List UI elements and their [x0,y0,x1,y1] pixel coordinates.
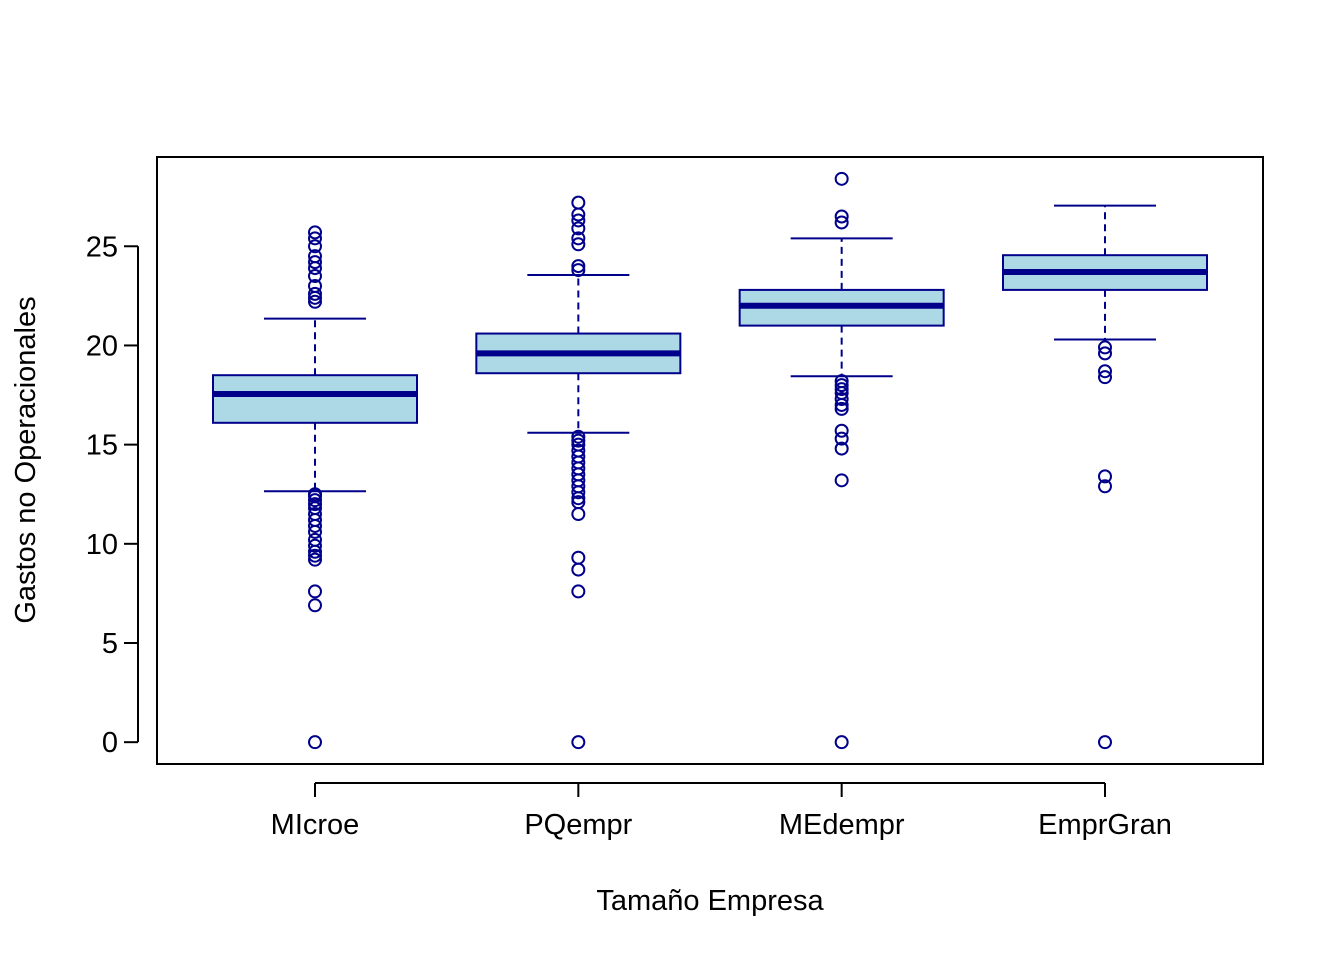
outlier-point [834,382,849,397]
outlier-point [834,473,849,488]
outlier-point [571,259,586,274]
outlier-point [571,221,586,236]
outlier-point [834,441,849,456]
outlier-point [308,507,322,522]
outlier-point [571,507,586,522]
x-axis-title: Tamaño Empresa [596,885,824,917]
y-axis-title: Gastos no Operacionales [10,296,42,623]
x-tick-label: MIcroe [271,809,360,841]
outlier-point [308,231,322,246]
y-tick-label: 25 [86,231,118,263]
outlier-point [834,209,849,224]
box-iqr [212,374,418,424]
outlier-point [308,249,322,264]
outlier-point [571,433,586,448]
box-group [738,171,945,750]
outlier-point [834,215,849,230]
outlier-point [834,423,849,438]
y-tick-label: 10 [86,529,118,561]
outlier-point [834,378,849,393]
outlier-point [1098,364,1112,379]
outlier-point [834,171,849,186]
y-tick-label: 0 [102,727,118,759]
outlier-point [308,497,322,512]
x-tick-label: MEdempr [779,809,905,841]
box-group [475,195,682,750]
outlier-point [308,552,322,567]
outlier-point [571,195,586,210]
outlier-point [308,294,322,309]
outlier-point [571,263,586,278]
outlier-point [1098,370,1112,385]
outlier-point [308,269,322,284]
axes-layer: 0 5 10 15 20 25 MIcroe PQempr MEdempr EmprGran [86,231,1172,841]
outlier-point [571,562,586,577]
outlier-point [308,225,322,240]
outlier-point [834,431,849,446]
box-group [212,225,418,750]
box-group [1002,204,1208,750]
outlier-point [308,255,322,270]
outlier-point [571,443,586,458]
outlier-point [1098,735,1112,750]
outlier-point [308,493,322,508]
outlier-point [1098,469,1112,484]
x-tick-label: PQempr [524,809,632,841]
outlier-point [571,437,586,452]
outlier-point [308,487,322,502]
outlier-point [1098,346,1112,361]
outlier-point [1098,479,1112,494]
outlier-point [308,548,322,563]
outlier-point [571,584,586,599]
outlier-point [834,401,849,416]
outlier-point [571,237,586,252]
outlier-point [571,735,586,750]
outlier-point [308,286,322,301]
outlier-point [571,550,586,565]
outlier-point [308,584,322,599]
outlier-point [834,392,849,407]
outlier-point [308,278,322,293]
outlier-point [571,231,586,246]
outlier-point [571,495,586,510]
y-tick-label: 5 [102,628,118,660]
outlier-point [834,735,849,750]
x-tick-label: EmprGran [1038,809,1172,841]
outlier-point [571,213,586,228]
outlier-point [308,532,322,547]
outlier-point [834,374,849,389]
outlier-point [308,538,322,553]
outlier-point [308,239,322,254]
boxes-layer [212,171,1208,750]
outlier-point [1098,340,1112,355]
outlier-point [308,598,322,613]
y-tick-label: 20 [86,330,118,362]
outlier-point [571,429,586,444]
outlier-point [308,735,322,750]
plot-frame [156,156,1264,765]
y-tick-label: 15 [86,430,118,462]
